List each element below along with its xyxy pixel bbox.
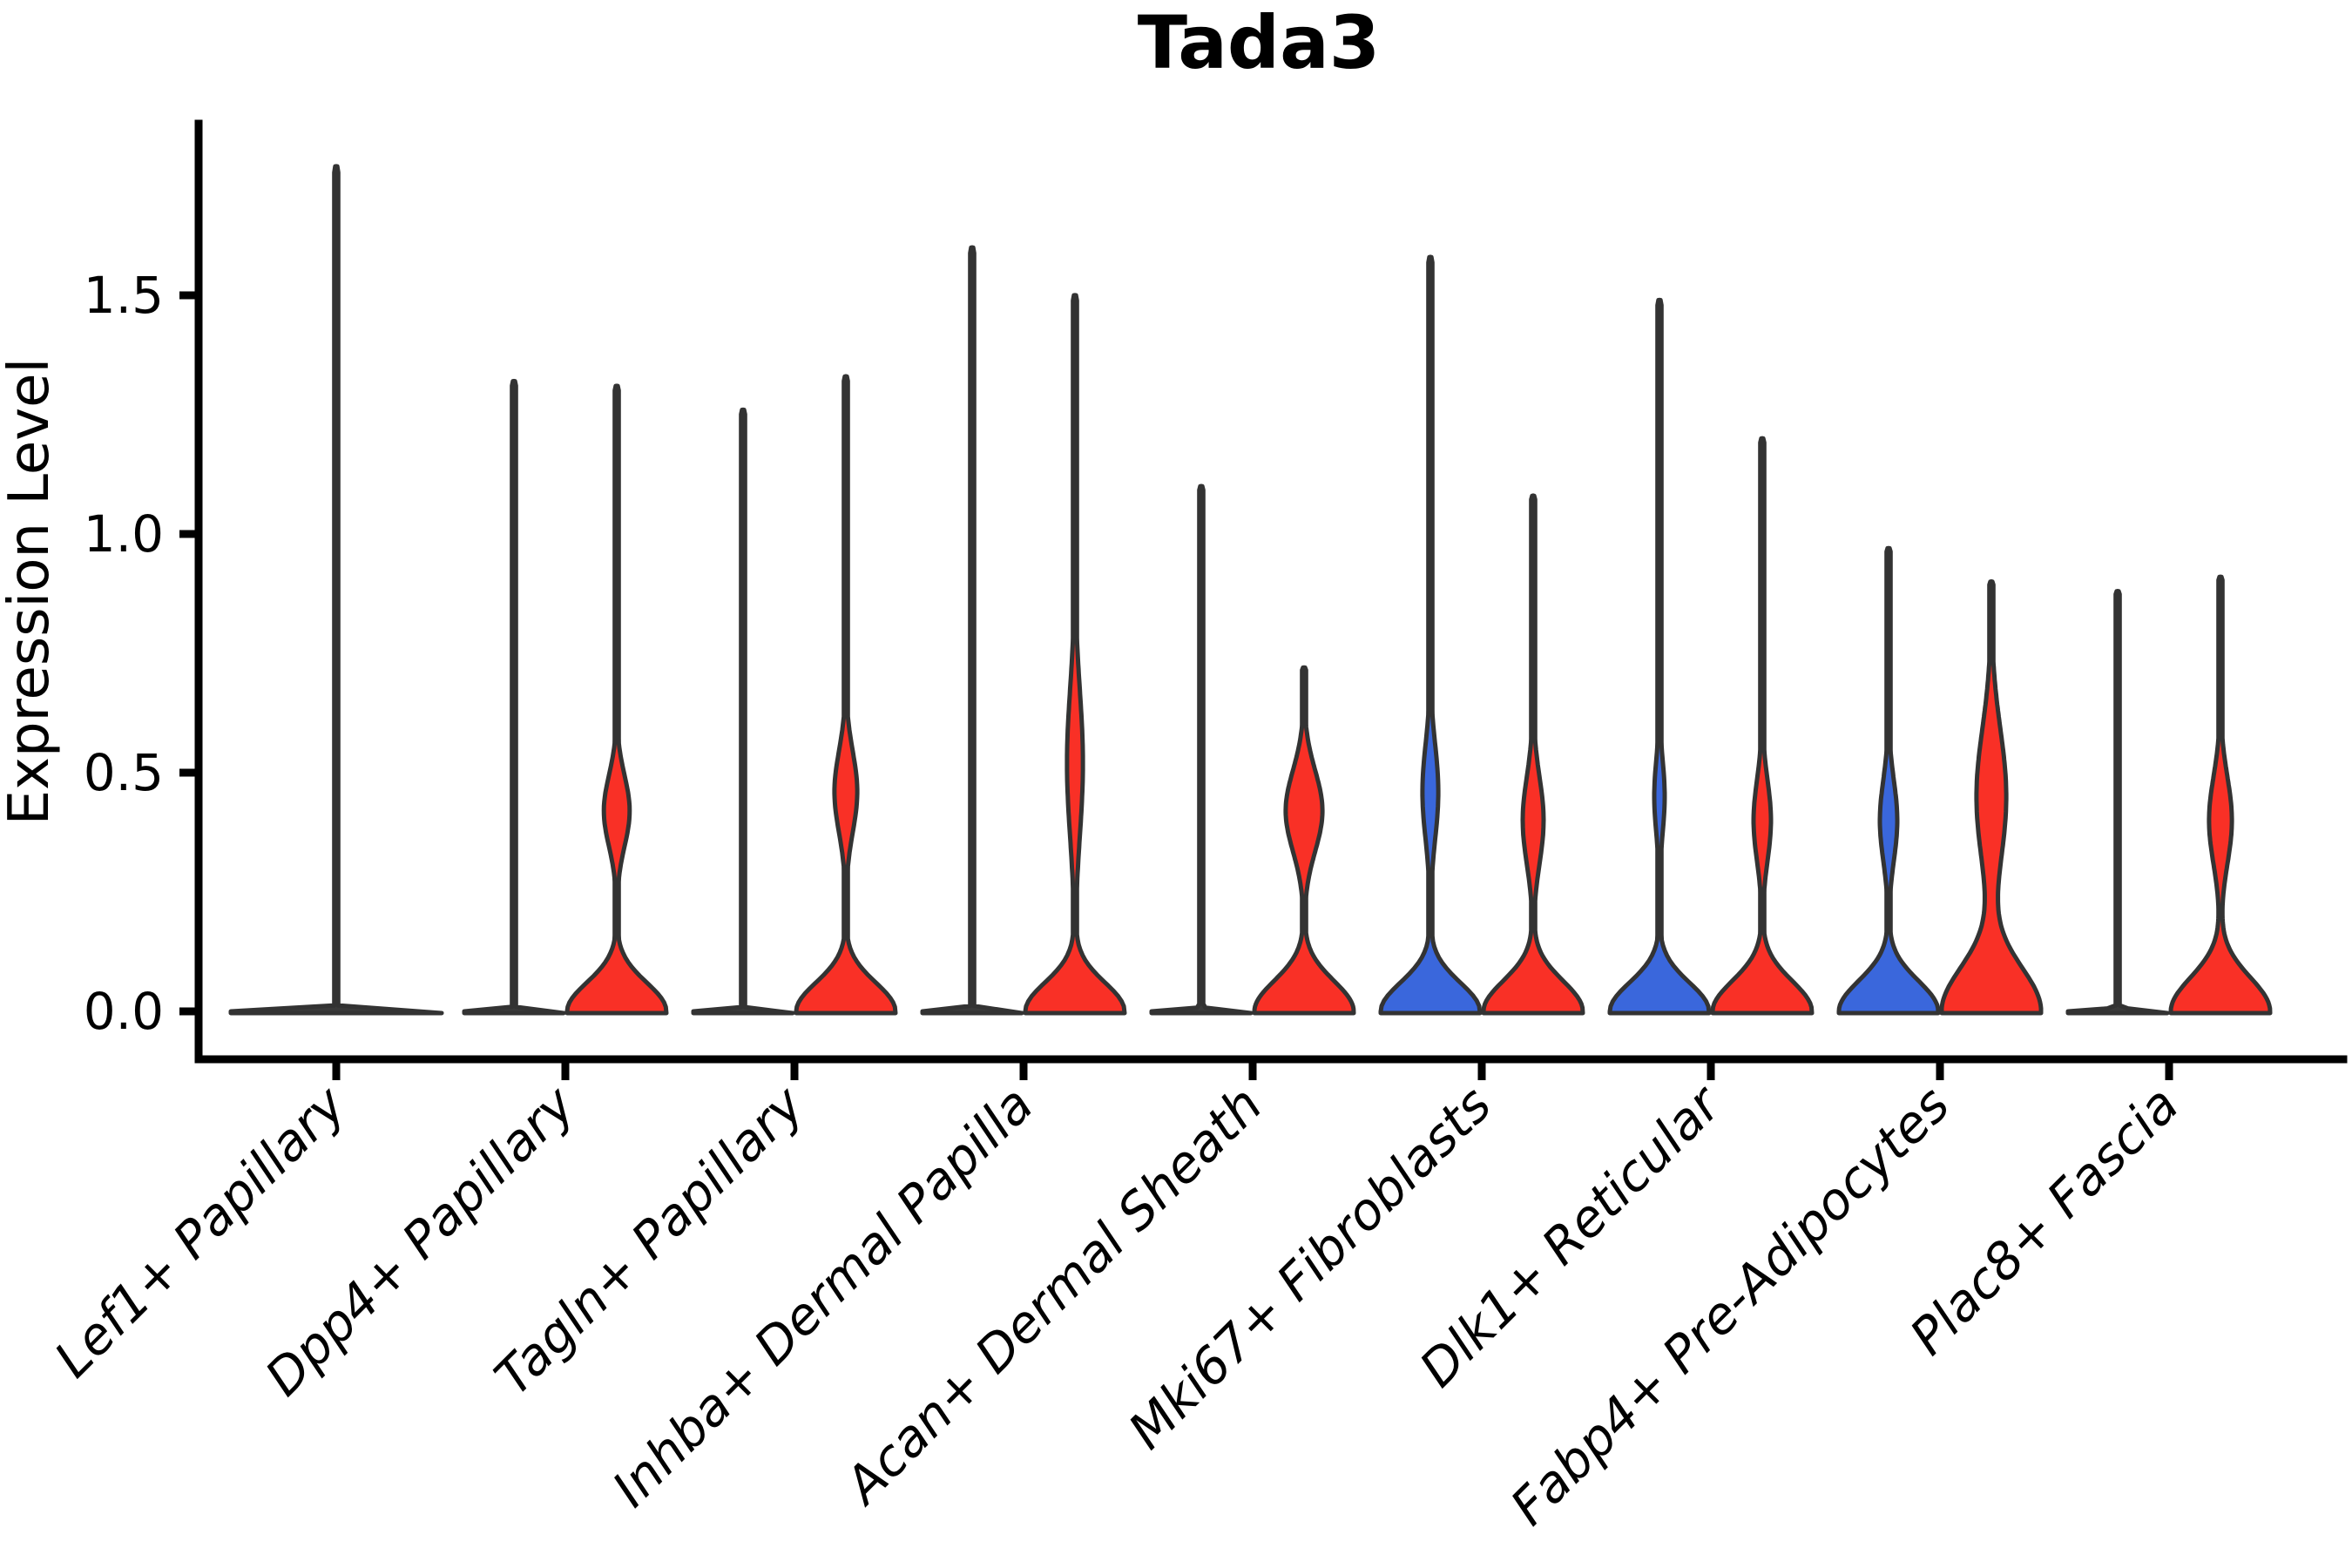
violin-layer — [228, 164, 2273, 1016]
y-axis-label: Expression Level — [0, 358, 62, 826]
violin-tagln-right — [794, 374, 898, 1016]
violin-dlk1-right — [1710, 436, 1815, 1016]
y-tick-label: 0.0 — [84, 982, 164, 1041]
violin-mki67-left — [1378, 254, 1483, 1016]
x-tick-label: Fabp4+ Pre-Adipocytes — [1499, 1075, 1961, 1537]
x-tick-label: Inhba+ Dermal Papilla — [601, 1075, 1044, 1518]
violin-plac8-left — [2065, 589, 2170, 1016]
violin-fabp4-left — [1836, 545, 1941, 1016]
violin-lef1-center — [228, 164, 444, 1016]
violin-inhba-left — [920, 245, 1024, 1016]
violin-acan-left — [1149, 483, 1254, 1016]
violin-dpp4-left — [462, 379, 566, 1016]
violin-tagln-left — [691, 408, 795, 1016]
violin-dlk1-left — [1607, 298, 1712, 1016]
axes-layer — [179, 119, 2348, 1080]
x-tick-label: Acan+ Dermal Sheath — [831, 1075, 1274, 1517]
violin-plac8-right — [2168, 574, 2273, 1016]
y-tick-label: 1.5 — [84, 266, 164, 325]
violin-dpp4-right — [564, 383, 669, 1016]
violin-inhba-right — [1023, 293, 1127, 1016]
axis-spines — [194, 119, 2348, 1064]
violin-mki67-right — [1481, 493, 1585, 1016]
plot-title: Tada3 — [1138, 0, 1380, 85]
violin-acan-right — [1252, 665, 1356, 1016]
y-tick-label: 1.0 — [84, 504, 164, 564]
violin-fabp4-right — [1939, 579, 2044, 1016]
y-tick-label: 0.5 — [84, 743, 164, 802]
